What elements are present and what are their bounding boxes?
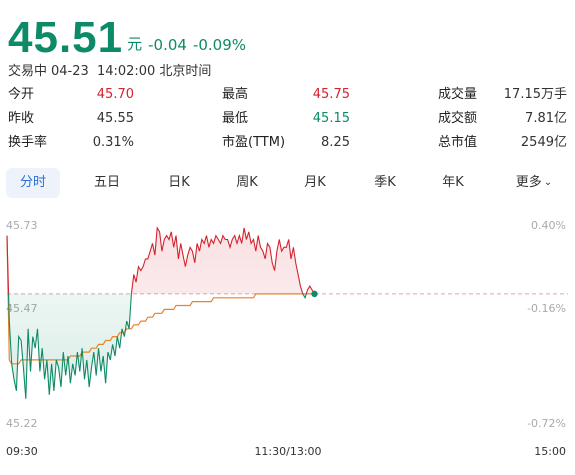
status-date: 04-23 bbox=[51, 64, 89, 79]
tab-quarterly-k[interactable]: 季K bbox=[374, 175, 396, 190]
average-price-line bbox=[6, 235, 313, 365]
x-tick-label: 09:30 bbox=[6, 445, 38, 458]
stat-value: 0.31% bbox=[92, 135, 134, 150]
chevron-down-icon: ⌄ bbox=[543, 177, 553, 188]
price-change-percent: -0.09% bbox=[192, 36, 247, 54]
stat-value: 8.25 bbox=[321, 135, 350, 150]
price-change: -0.04 bbox=[148, 36, 187, 54]
stat-value: 45.70 bbox=[96, 87, 134, 102]
price-header: 45.51 元 -0.04 -0.09% bbox=[8, 4, 246, 62]
intraday-chart: 45.7345.4745.220.40%-0.16%-0.72%09:3011:… bbox=[0, 208, 575, 471]
price-area-up bbox=[7, 227, 315, 294]
trading-status: 交易中 04-23 14:02:00 北京时间 bbox=[8, 60, 215, 79]
y-tick-right: -0.16% bbox=[527, 302, 566, 315]
tab-monthly-k[interactable]: 月K bbox=[304, 175, 326, 190]
stats-grid: 今开 45.70 最高 45.75 成交量 17.15万手 昨收 45.55 最… bbox=[0, 83, 575, 155]
stat-label: 最高 bbox=[222, 87, 249, 102]
stats-row: 换手率 0.31% 市盈(TTM) 8.25 总市值 2549亿 bbox=[0, 131, 575, 155]
stat-value: 17.15万手 bbox=[503, 87, 567, 102]
intraday-chart-svg: 45.7345.4745.220.40%-0.16%-0.72%09:3011:… bbox=[6, 219, 568, 458]
price-line-up bbox=[6, 226, 315, 294]
tab-intraday[interactable]: 分时 bbox=[6, 168, 60, 198]
x-tick-label: 11:30/13:00 bbox=[254, 445, 321, 458]
tab-weekly-k[interactable]: 周K bbox=[236, 175, 258, 190]
stats-row: 昨收 45.55 最低 45.15 成交额 7.81亿 bbox=[0, 107, 575, 131]
tab-more[interactable]: 更多 ⌄ bbox=[504, 168, 564, 198]
stat-label: 总市值 bbox=[438, 135, 478, 150]
stat-value: 2549亿 bbox=[520, 135, 567, 150]
chart-period-tabs: 分时 五日 日K 周K 月K 季K 年K 更多 ⌄ bbox=[6, 168, 571, 198]
tab-daily-k[interactable]: 日K bbox=[168, 175, 190, 190]
y-tick-right: 0.40% bbox=[531, 219, 566, 232]
stat-label: 成交量 bbox=[438, 87, 478, 102]
y-tick-left: 45.22 bbox=[6, 417, 38, 430]
stat-value: 7.81亿 bbox=[525, 111, 567, 126]
status-time: 14:02:00 bbox=[96, 64, 156, 79]
stat-value: 45.15 bbox=[312, 111, 350, 126]
stat-label: 成交额 bbox=[438, 111, 478, 126]
stat-value: 45.55 bbox=[96, 111, 134, 126]
tab-more-label: 更多 bbox=[515, 175, 542, 190]
stat-value: 45.75 bbox=[312, 87, 350, 102]
price-line-down bbox=[8, 293, 315, 399]
price-area-down bbox=[7, 293, 315, 399]
tab-five-day[interactable]: 五日 bbox=[93, 175, 120, 190]
tab-yearly-k[interactable]: 年K bbox=[442, 175, 464, 190]
current-price: 45.51 bbox=[8, 13, 124, 62]
stats-row: 今开 45.70 最高 45.75 成交量 17.15万手 bbox=[0, 83, 575, 107]
stat-label: 换手率 bbox=[8, 135, 48, 150]
x-tick-label: 15:00 bbox=[534, 445, 566, 458]
y-tick-left: 45.73 bbox=[6, 219, 38, 232]
stat-label: 今开 bbox=[8, 87, 35, 102]
last-price-dot bbox=[311, 290, 318, 298]
status-timezone: 北京时间 bbox=[159, 64, 212, 79]
y-tick-right: -0.72% bbox=[527, 417, 566, 430]
stat-label: 昨收 bbox=[8, 111, 35, 126]
price-unit: 元 bbox=[127, 35, 143, 53]
stat-label: 市盈(TTM) bbox=[222, 135, 286, 150]
status-text: 交易中 bbox=[8, 64, 48, 79]
stat-label: 最低 bbox=[222, 111, 249, 126]
